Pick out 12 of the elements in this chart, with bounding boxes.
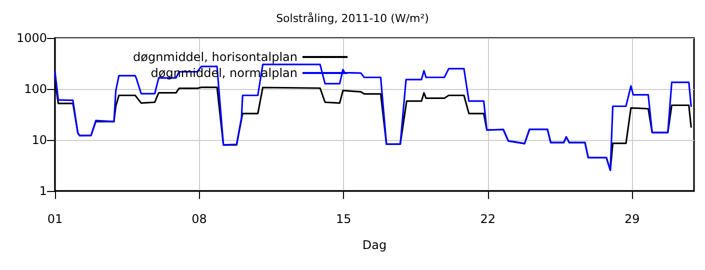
y-tick-label: 10 — [32, 133, 47, 147]
x-tick-label: 01 — [47, 212, 63, 226]
y-tick-label: 1 — [39, 184, 47, 198]
x-axis-title: Dag — [362, 238, 387, 252]
x-tick-label: 08 — [192, 212, 207, 226]
y-tick-label: 100 — [24, 82, 47, 96]
legend-label: døgnmiddel, horisontalplan — [132, 50, 298, 64]
x-tick-label: 29 — [624, 212, 640, 226]
x-tick-label: 15 — [336, 212, 352, 226]
x-tick-label: 22 — [480, 212, 496, 226]
chart-title: Solstråling, 2011-10 (W/m²) — [276, 12, 429, 25]
y-tick-label: 1000 — [16, 31, 47, 45]
